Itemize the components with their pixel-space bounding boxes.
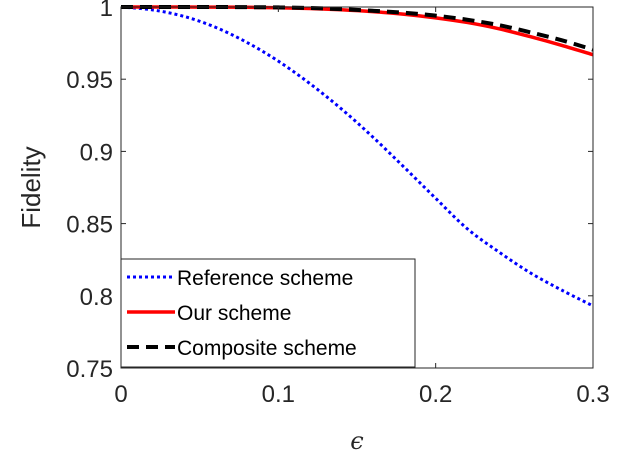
x-tick-label: 0.2 <box>419 381 452 408</box>
legend-label: Composite scheme <box>177 337 357 360</box>
series-line-composite-scheme <box>121 4 594 52</box>
axes-box <box>120 6 594 369</box>
y-axis-label: Fidelity <box>16 146 46 228</box>
y-tick-label: 0.9 <box>80 139 113 166</box>
y-tick-label: 0.95 <box>66 67 113 94</box>
x-tick-label: 0 <box>114 381 127 408</box>
axis-ticks: 0 0.1 0.2 0.3 0.75 0.8 0.85 0.9 0.95 1 <box>66 0 609 408</box>
series-line-reference-scheme <box>120 5 594 308</box>
y-tick-label: 0.75 <box>66 356 113 383</box>
x-axis-label: ϵ <box>350 427 363 455</box>
legend-label: Our scheme <box>177 302 291 325</box>
legend-label: Reference scheme <box>177 267 353 290</box>
y-tick-label: 1 <box>100 0 113 22</box>
y-tick-label: 0.8 <box>80 284 113 311</box>
x-tick-label: 0.1 <box>262 381 295 408</box>
y-tick-label: 0.85 <box>66 212 113 239</box>
legend: Reference scheme Our scheme Composite sche… <box>120 258 416 368</box>
x-tick-label: 0.3 <box>576 381 609 408</box>
